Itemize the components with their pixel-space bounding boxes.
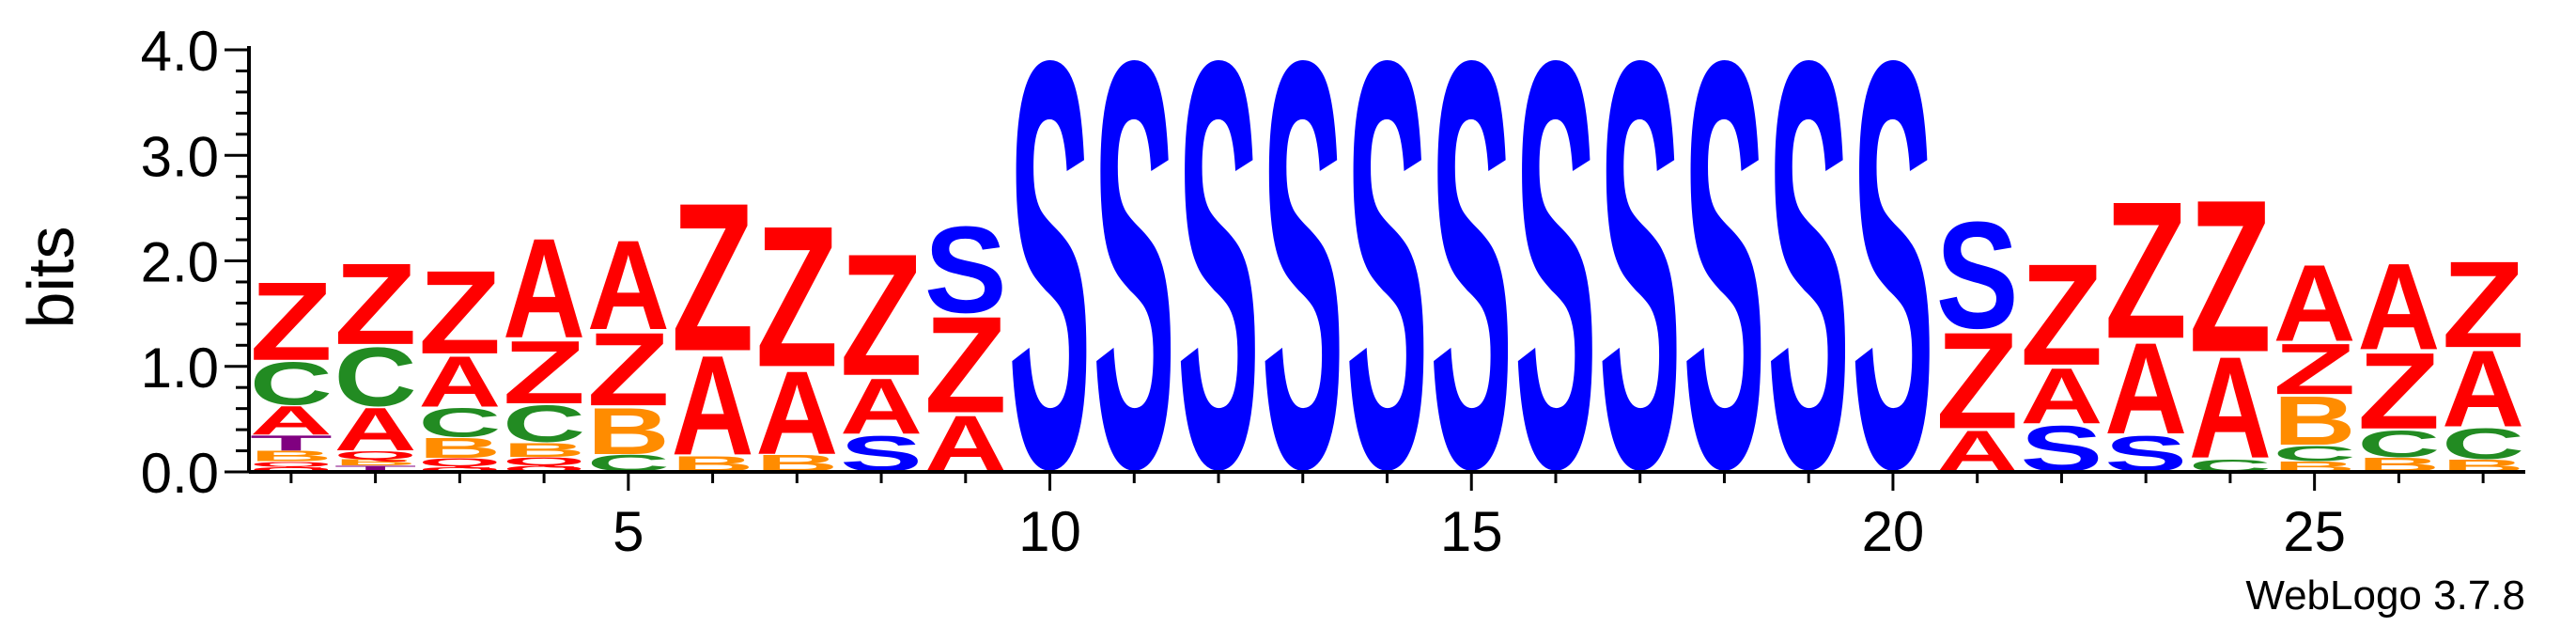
logo-letter-a: A (2189, 327, 2272, 489)
logo-letter-o: O (503, 463, 585, 473)
axes: 0.0 1.0 2.0 3.0 4.0 5 10 15 20 25 (141, 20, 2525, 563)
logo-letter-z: Z (2020, 233, 2103, 396)
logo-letter-c: C (418, 400, 501, 446)
logo-letter-b: B (418, 431, 501, 463)
logo-letter-q: Q (418, 456, 501, 469)
logo-letter-o: O (250, 465, 333, 474)
logo-letter-q: Q (250, 460, 333, 468)
logo-letter-z: Z (755, 184, 838, 409)
logo-letter-z: Z (250, 259, 333, 384)
logo-letter-o: O (418, 465, 501, 474)
logo-letter-t: T (250, 431, 333, 455)
logo-letter-a: A (2104, 316, 2187, 462)
logo-letter-c: C (2357, 423, 2440, 465)
logo-letter-b: B (250, 448, 333, 464)
logo-letter-z: Z (587, 312, 670, 428)
logo-letter-z: Z (2357, 330, 2440, 451)
logo-letter-s: S (1262, 0, 1344, 588)
logo-letter-a: A (755, 347, 838, 479)
logo-letter-a: A (2442, 329, 2524, 450)
logo-letter-a: A (672, 327, 754, 485)
logo-letter-z: Z (2442, 236, 2524, 374)
logo-letter-b: B (2273, 383, 2356, 460)
logo-letter-q: Q (503, 455, 585, 468)
logo-letter-s: S (1683, 0, 1765, 588)
logo-letter-s: S (1936, 191, 2019, 361)
logo-letter-a: A (503, 210, 585, 368)
logo-letter-a: A (2357, 237, 2440, 375)
logo-letter-s: S (1767, 0, 1850, 588)
x-tick-label: 25 (2283, 500, 2346, 563)
x-tick-label: 5 (613, 500, 644, 563)
plot-area: OQBTACZTBQACZOQBCAZOQBCZACBZABAZBAZSAZAZ… (250, 0, 2524, 588)
weblogo-credit: WebLogo 3.7.8 (2245, 572, 2525, 619)
logo-letter-s: S (1177, 0, 1260, 588)
logo-letter-s: S (1514, 0, 1597, 588)
logo-letter-a: A (2020, 353, 2103, 442)
logo-letter-z: Z (2104, 161, 2187, 380)
y-tick-label: 1.0 (141, 337, 219, 400)
logo-letter-z: Z (334, 240, 417, 368)
logo-letter-s: S (1599, 0, 1682, 588)
logo-letter-z: Z (840, 218, 923, 412)
logo-letter-z: Z (503, 321, 585, 422)
logo-letter-z: Z (672, 160, 754, 396)
x-tick-label: 15 (1440, 500, 1503, 563)
logo-letter-a: A (587, 214, 670, 357)
y-tick-label: 2.0 (141, 231, 219, 294)
logo-letter-t: T (334, 464, 417, 474)
logo-letter-z: Z (418, 245, 501, 379)
x-tick-label: 20 (1862, 500, 1925, 563)
logo-letter-a: A (418, 341, 501, 422)
logo-letter-z: Z (1936, 304, 2019, 457)
logo-letter-a: A (2273, 243, 2356, 365)
x-tick-label: 10 (1018, 500, 1081, 563)
logo-letter-b: B (587, 395, 670, 469)
logo-letter-s: S (1346, 0, 1429, 588)
logo-letter-b: B (503, 439, 585, 462)
logo-letter-a: A (334, 395, 417, 462)
logo-letter-z: Z (2189, 155, 2272, 398)
logo-letter-c: C (2273, 442, 2356, 466)
y-axis-label: bits (14, 227, 87, 329)
logo-letter-z: Z (2273, 329, 2356, 410)
y-tick-label: 0.0 (141, 442, 219, 505)
y-tick-label: 3.0 (141, 125, 219, 188)
logo-letter-q: Q (334, 448, 417, 462)
logo-letter-c: C (503, 395, 585, 453)
logo-letter-a: A (250, 398, 333, 443)
logo-letter-b: B (334, 458, 417, 467)
logo-letter-s: S (924, 200, 1007, 338)
logo-letter-z: Z (924, 288, 1007, 441)
y-tick-label: 4.0 (141, 20, 219, 83)
logo-letter-a: A (840, 363, 923, 452)
logo-letter-c: C (2442, 419, 2524, 468)
logo-letter-c: C (334, 329, 417, 423)
logo-letter-c: C (250, 350, 333, 417)
logo-letter-s: S (1093, 0, 1175, 588)
